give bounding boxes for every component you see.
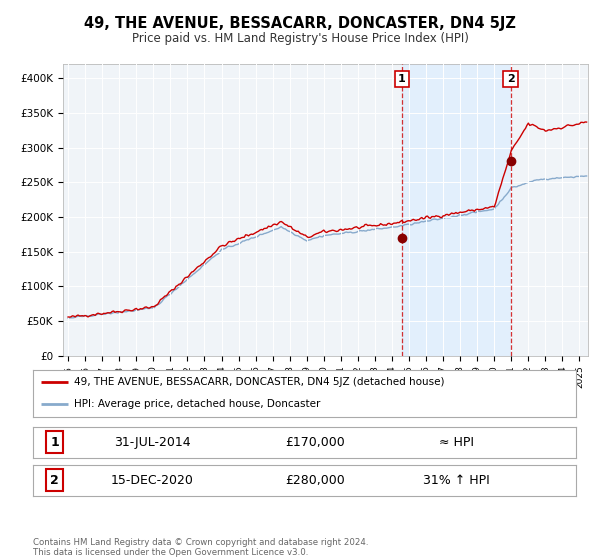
Text: HPI: Average price, detached house, Doncaster: HPI: Average price, detached house, Donc… — [74, 399, 320, 409]
Text: £280,000: £280,000 — [286, 474, 345, 487]
Text: 1: 1 — [398, 74, 406, 84]
Text: ≈ HPI: ≈ HPI — [439, 436, 474, 449]
Text: Price paid vs. HM Land Registry's House Price Index (HPI): Price paid vs. HM Land Registry's House … — [131, 32, 469, 45]
Text: £170,000: £170,000 — [286, 436, 345, 449]
Text: Contains HM Land Registry data © Crown copyright and database right 2024.
This d: Contains HM Land Registry data © Crown c… — [33, 538, 368, 557]
Text: 2: 2 — [507, 74, 514, 84]
Text: 15-DEC-2020: 15-DEC-2020 — [111, 474, 194, 487]
Text: 1: 1 — [50, 436, 59, 449]
Text: 49, THE AVENUE, BESSACARR, DONCASTER, DN4 5JZ (detached house): 49, THE AVENUE, BESSACARR, DONCASTER, DN… — [74, 377, 444, 388]
Text: 31% ↑ HPI: 31% ↑ HPI — [423, 474, 490, 487]
Text: 31-JUL-2014: 31-JUL-2014 — [114, 436, 191, 449]
Bar — [402, 64, 511, 356]
Text: 2: 2 — [50, 474, 59, 487]
Text: 49, THE AVENUE, BESSACARR, DONCASTER, DN4 5JZ: 49, THE AVENUE, BESSACARR, DONCASTER, DN… — [84, 16, 516, 31]
